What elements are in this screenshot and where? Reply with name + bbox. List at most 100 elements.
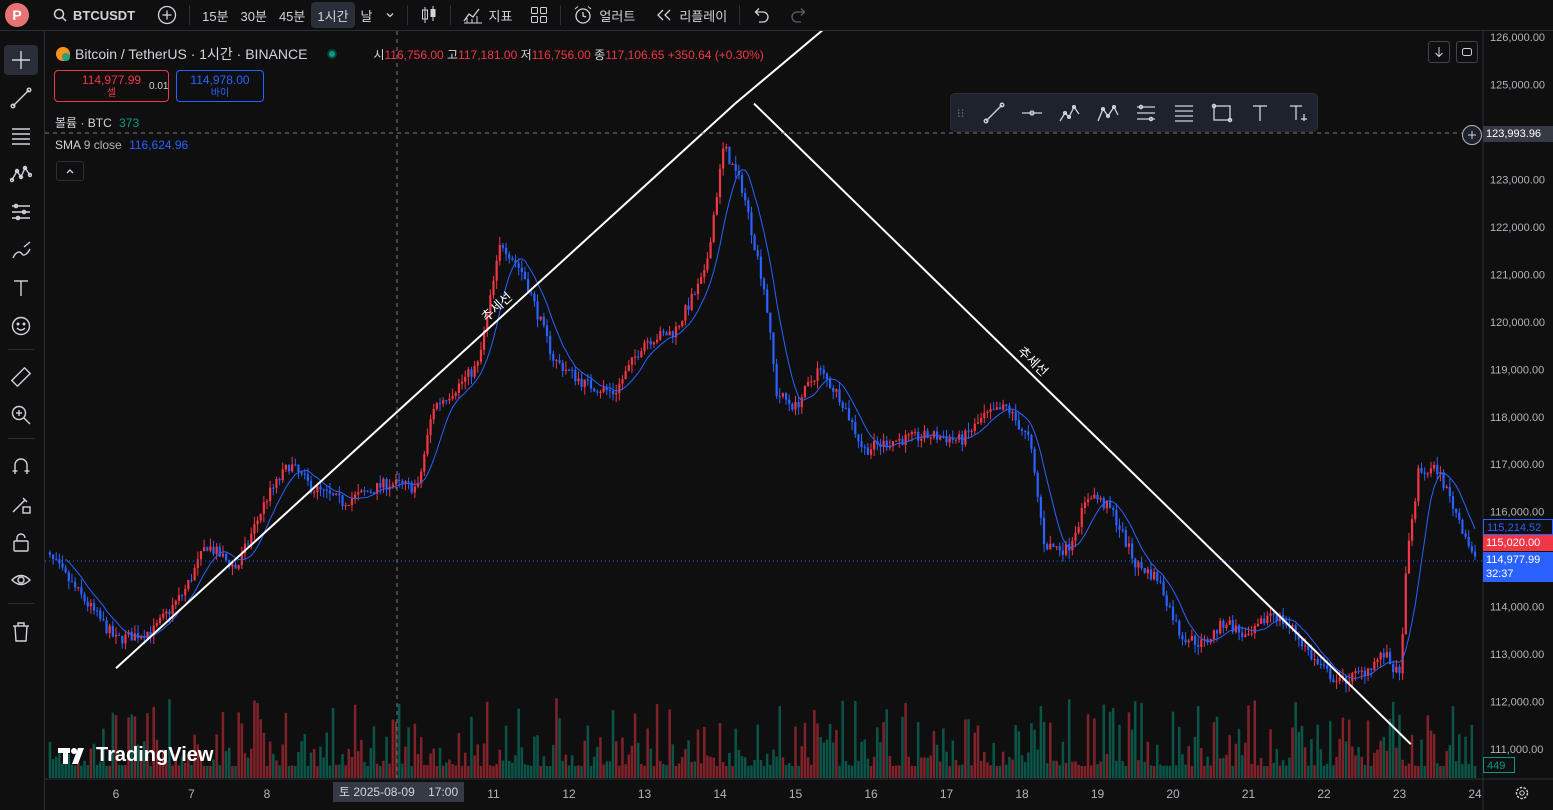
- candle-body: [470, 369, 473, 377]
- replay-button[interactable]: 리플레이: [649, 2, 733, 28]
- text-draw-tool[interactable]: [1247, 100, 1273, 126]
- volume-bar: [467, 765, 470, 778]
- volume-bar: [860, 741, 863, 778]
- candle-body: [291, 464, 294, 472]
- text-tool[interactable]: [4, 273, 38, 303]
- volume-bar: [485, 701, 489, 778]
- buy-button[interactable]: 114,978.00 바이: [176, 70, 264, 102]
- candle-body: [1222, 620, 1225, 628]
- fib-retracement-tool[interactable]: [1133, 100, 1159, 126]
- candle-body: [1064, 544, 1068, 555]
- candle-body: [1049, 543, 1052, 550]
- anchored-text-tool[interactable]: [1285, 100, 1311, 126]
- candle-body: [1077, 526, 1080, 533]
- interval-30m[interactable]: 30분: [240, 8, 267, 24]
- volume-bar: [1005, 764, 1008, 778]
- abc-wave-tool[interactable]: [1095, 100, 1121, 126]
- fib-channel-tool[interactable]: [1171, 100, 1197, 126]
- crosshair-tool[interactable]: [4, 45, 38, 75]
- volume-bar: [259, 719, 262, 778]
- volume-bar: [294, 765, 297, 778]
- redo-button[interactable]: [784, 2, 814, 28]
- volume-bar: [920, 757, 923, 778]
- interval-15m[interactable]: 15분: [202, 8, 229, 24]
- zoom-tool[interactable]: [4, 400, 38, 430]
- candle-body: [596, 391, 599, 393]
- candle-body: [442, 400, 445, 404]
- chart-type-button[interactable]: [414, 2, 444, 28]
- volume-bar: [1193, 737, 1197, 778]
- user-avatar[interactable]: P: [5, 3, 29, 27]
- horizontal-ray-tool[interactable]: [1019, 100, 1045, 126]
- volume-bar: [1376, 749, 1379, 778]
- volume-bar: [1401, 759, 1404, 778]
- candle-body: [646, 341, 649, 343]
- indicators-button[interactable]: 지표: [457, 2, 519, 28]
- volume-bar: [1313, 765, 1316, 778]
- volume-bar: [1074, 761, 1077, 778]
- candle-body: [542, 316, 545, 326]
- interval-45m[interactable]: 45분: [278, 8, 306, 24]
- compare-add-button[interactable]: [151, 2, 183, 28]
- zoom-in-icon: [11, 405, 31, 425]
- volume-bar: [844, 760, 848, 778]
- chart-settings-button[interactable]: [1512, 783, 1532, 803]
- volume-bar: [539, 765, 542, 778]
- volume-bar: [1319, 749, 1323, 778]
- lock-drawings-tool[interactable]: [4, 527, 38, 557]
- candle-body: [146, 631, 149, 639]
- candle-body: [1392, 664, 1395, 673]
- volume-bar: [174, 754, 178, 778]
- candle-body: [206, 547, 209, 551]
- collapse-legend-button[interactable]: [56, 161, 84, 181]
- volume-indicator-legend[interactable]: 볼륨 · BTC 373: [55, 114, 139, 131]
- volume-bar: [577, 765, 580, 778]
- interval-dropdown[interactable]: [379, 2, 401, 28]
- prediction-tool[interactable]: [4, 197, 38, 227]
- emoji-tool[interactable]: [4, 311, 38, 341]
- candle-body: [133, 633, 136, 641]
- remove-drawings-tool[interactable]: [4, 617, 38, 647]
- candle-body: [212, 546, 215, 554]
- volume-bar: [1445, 750, 1448, 778]
- fib-tool[interactable]: [4, 121, 38, 151]
- candle-body: [1033, 448, 1036, 473]
- interval-1h[interactable]: 1시간: [311, 2, 355, 28]
- alert-button[interactable]: 얼러트: [567, 2, 641, 28]
- undo-button[interactable]: [746, 2, 776, 28]
- volume-bar: [143, 741, 146, 778]
- sma-indicator-legend[interactable]: SMA 9 close 116,624.96: [55, 138, 188, 152]
- candle-body: [1020, 429, 1024, 431]
- trendline-draw-tool[interactable]: [981, 100, 1007, 126]
- trendline-tool[interactable]: [4, 83, 38, 113]
- refresh-button[interactable]: [1456, 41, 1478, 63]
- symbol-title[interactable]: Bitcoin / TetherUS · 1시간 · BINANCE: [75, 46, 308, 62]
- volume-bar: [460, 765, 464, 778]
- volume-bar: [1322, 765, 1326, 778]
- volume-bar: [391, 719, 395, 778]
- ruler-icon: [10, 366, 32, 388]
- add-alert-button[interactable]: [1462, 125, 1482, 145]
- magnet-tool[interactable]: [4, 451, 38, 481]
- drag-handle[interactable]: [953, 100, 969, 126]
- tradingview-logo-icon: [58, 747, 84, 764]
- keep-drawing-tool[interactable]: [4, 489, 38, 519]
- brush-tool[interactable]: [4, 235, 38, 265]
- sell-button[interactable]: 114,977.99 셀: [54, 70, 169, 102]
- templates-button[interactable]: [524, 2, 554, 28]
- volume-sub: · BTC: [80, 116, 112, 130]
- candle-body: [1448, 486, 1451, 497]
- symbol-search[interactable]: BTCUSDT: [47, 2, 141, 28]
- close-label: 종: [594, 47, 606, 62]
- sell-price: 114,977.99: [81, 73, 142, 87]
- interval-day[interactable]: 날: [360, 8, 373, 24]
- measure-tool[interactable]: [4, 362, 38, 392]
- candle-body: [1300, 639, 1304, 647]
- rectangle-tool[interactable]: [1209, 100, 1235, 126]
- hide-drawings-tool[interactable]: [4, 565, 38, 595]
- elliott-wave-tool[interactable]: [1057, 100, 1083, 126]
- scroll-to-latest-button[interactable]: [1428, 41, 1450, 63]
- volume-bar: [621, 737, 624, 778]
- pattern-tool[interactable]: [4, 159, 38, 189]
